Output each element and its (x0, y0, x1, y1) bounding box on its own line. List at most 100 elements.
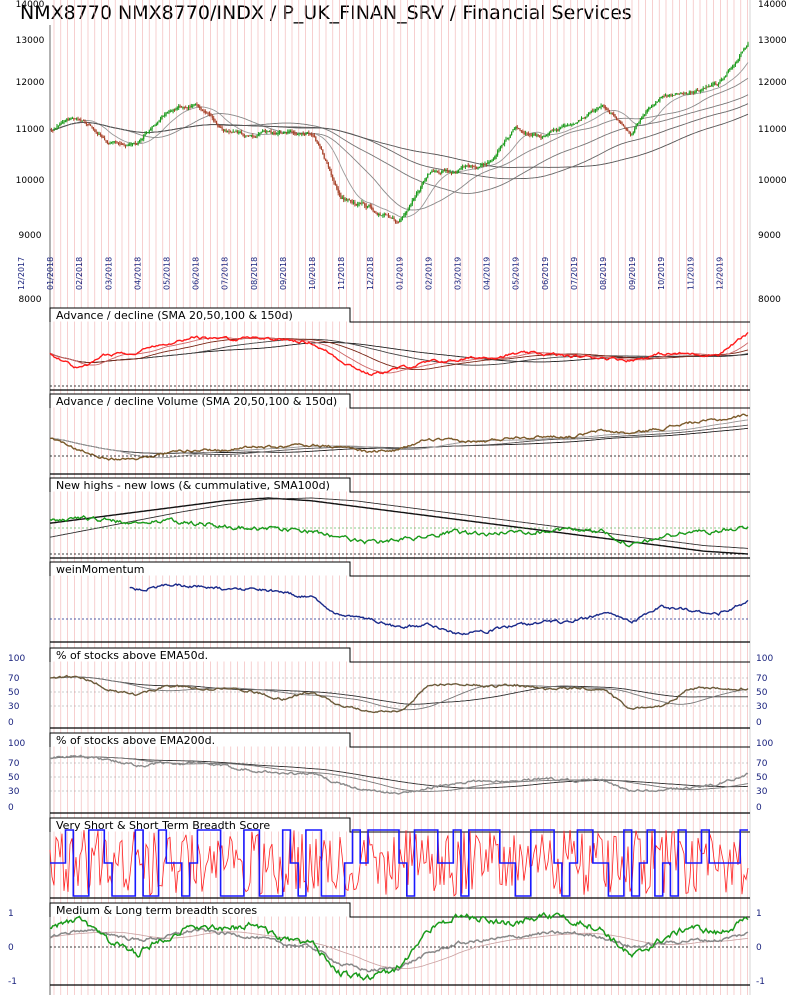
candle-body (141, 139, 143, 140)
candle-body (495, 155, 497, 157)
candle-body (446, 170, 448, 171)
candle-body (424, 180, 426, 182)
candle-body (497, 151, 499, 155)
candle-body (277, 133, 279, 134)
candle-body (238, 132, 240, 134)
y-tick-label-left: 100 (8, 739, 25, 749)
candle-body (354, 202, 356, 204)
y-tick-label-right: 10000 (758, 176, 787, 186)
candle-body (723, 77, 725, 79)
candle-body (155, 123, 157, 126)
candle-body (341, 197, 343, 199)
candle-body (249, 135, 251, 137)
candle-body (208, 113, 211, 115)
candle-body (666, 95, 668, 97)
panel-title-tab (49, 307, 750, 323)
price-panel (49, 41, 749, 224)
y-tick-label-right: 100 (756, 739, 773, 749)
candle-body (455, 172, 457, 174)
candle-body (152, 126, 155, 127)
candle-body (519, 128, 521, 131)
candle-body (523, 132, 525, 134)
candle-body (719, 81, 721, 84)
candle-body (662, 95, 664, 98)
x-tick-label: 11/2018 (337, 257, 346, 290)
candle-body (695, 90, 697, 93)
candle-body (144, 133, 146, 137)
candle-body (529, 134, 531, 135)
candle-body (515, 126, 517, 129)
candle-body (218, 125, 220, 128)
y-tick-label-left: -1 (8, 977, 17, 987)
candle-body (64, 120, 66, 122)
candle-body (283, 132, 285, 134)
candle-body (509, 135, 511, 138)
candle-body (625, 128, 627, 130)
candle-body (734, 63, 736, 66)
candle-body (676, 93, 678, 95)
candle-body (290, 131, 292, 132)
candle-body (617, 118, 619, 120)
candle-body (385, 214, 387, 215)
candle-body (183, 107, 185, 108)
candle-body (699, 90, 701, 92)
candle-body (366, 206, 369, 208)
y-tick-label-left: 1 (8, 909, 14, 919)
candle-body (746, 45, 748, 48)
candle-body (351, 201, 353, 203)
candle-body (592, 110, 594, 112)
candle-body (392, 218, 394, 219)
x-tick-label: 09/2018 (279, 257, 288, 290)
candle-body (508, 137, 510, 139)
candle-body (326, 160, 328, 164)
x-tick-label: 12/2018 (366, 257, 375, 290)
candle-body (256, 135, 258, 138)
candle-body (415, 193, 418, 198)
candle-body (210, 114, 212, 117)
candle-body (345, 199, 348, 201)
x-tick-label: 01/2018 (46, 257, 55, 290)
candle-body (214, 120, 216, 122)
candle-body (98, 134, 100, 135)
candle-body (396, 221, 398, 223)
candle-body (624, 126, 626, 128)
candle-body (134, 143, 136, 145)
candle-body (221, 127, 223, 130)
candle-body (379, 214, 381, 216)
candle-body (116, 141, 118, 143)
x-tick-label: 12/2019 (715, 257, 724, 290)
candle-body (459, 168, 461, 170)
candle-body (227, 131, 229, 133)
y-tick-label-right: 8000 (758, 295, 781, 305)
candle-body (499, 146, 501, 149)
candle-body (460, 167, 462, 169)
y-tick-label-right: 30 (756, 702, 768, 712)
candle-body (646, 109, 648, 112)
candle-body (362, 202, 364, 204)
candle-body (90, 125, 92, 127)
candle-body (196, 103, 198, 106)
candle-body (186, 107, 188, 109)
candle-body (547, 134, 549, 136)
candle-body (375, 212, 377, 214)
y-tick-label-left: 13000 (16, 36, 45, 46)
candle-body (159, 119, 162, 122)
candle-body (604, 106, 606, 109)
candle-body (687, 93, 689, 95)
candle-body (69, 118, 71, 120)
candle-body (554, 129, 556, 131)
candle-body (336, 185, 338, 189)
candle-body (428, 173, 430, 175)
candle-body (722, 78, 724, 80)
candle-body (66, 119, 68, 121)
candle-body (322, 149, 324, 155)
panel-title: New highs - new lows (& cummulative, SMA… (56, 479, 330, 492)
y-tick-label-left: 10000 (16, 176, 45, 186)
candle-body (197, 105, 199, 107)
candle-body (476, 167, 478, 168)
candle-body (176, 107, 178, 109)
candle-body (280, 132, 282, 134)
candle-body (530, 134, 532, 136)
x-tick-label: 04/2019 (483, 257, 492, 290)
candle-body (241, 132, 243, 134)
